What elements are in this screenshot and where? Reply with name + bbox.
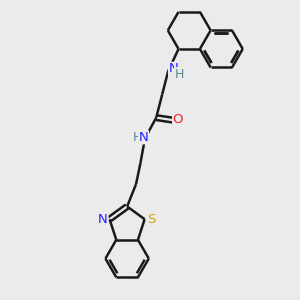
Text: N: N	[98, 213, 108, 226]
Text: H: H	[133, 131, 142, 144]
Text: H: H	[175, 68, 184, 81]
Text: O: O	[173, 113, 183, 127]
Text: N: N	[169, 62, 178, 75]
Text: N: N	[139, 131, 148, 144]
Text: S: S	[147, 213, 155, 226]
